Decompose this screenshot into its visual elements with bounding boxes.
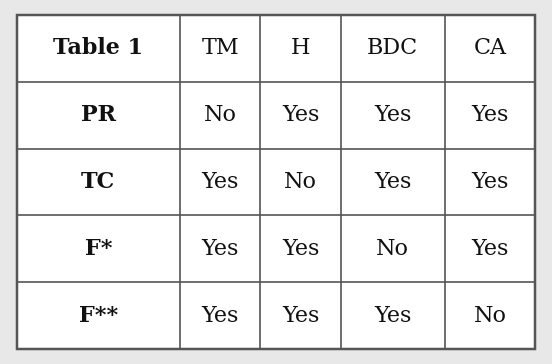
Bar: [261, 215, 341, 282]
Text: Yes: Yes: [201, 171, 239, 193]
Bar: [17, 149, 180, 215]
Bar: [341, 149, 444, 215]
Text: Yes: Yes: [374, 171, 411, 193]
Bar: [180, 82, 261, 149]
Text: Yes: Yes: [282, 238, 320, 260]
Text: CA: CA: [474, 37, 507, 59]
Text: Yes: Yes: [471, 171, 509, 193]
Text: Yes: Yes: [374, 305, 411, 327]
Bar: [261, 82, 341, 149]
Bar: [444, 149, 535, 215]
Bar: [180, 15, 261, 82]
Text: Yes: Yes: [374, 104, 411, 126]
Bar: [261, 15, 341, 82]
Text: Yes: Yes: [471, 238, 509, 260]
Text: F**: F**: [78, 305, 118, 327]
Bar: [180, 282, 261, 349]
Bar: [444, 282, 535, 349]
Bar: [261, 149, 341, 215]
Bar: [180, 215, 261, 282]
Text: PR: PR: [81, 104, 116, 126]
Bar: [444, 215, 535, 282]
Bar: [17, 15, 180, 82]
Bar: [341, 15, 444, 82]
Text: Table 1: Table 1: [53, 37, 144, 59]
Text: Yes: Yes: [201, 238, 239, 260]
Bar: [17, 215, 180, 282]
Bar: [444, 82, 535, 149]
Text: No: No: [474, 305, 507, 327]
Text: BDC: BDC: [367, 37, 418, 59]
Bar: [444, 15, 535, 82]
Text: No: No: [204, 104, 237, 126]
Bar: [341, 215, 444, 282]
Text: H: H: [291, 37, 310, 59]
Text: No: No: [284, 171, 317, 193]
Text: F*: F*: [84, 238, 112, 260]
Bar: [341, 82, 444, 149]
Text: Yes: Yes: [282, 104, 320, 126]
Text: TC: TC: [81, 171, 115, 193]
Text: Yes: Yes: [282, 305, 320, 327]
Bar: [17, 82, 180, 149]
Text: Yes: Yes: [471, 104, 509, 126]
Text: TM: TM: [201, 37, 239, 59]
Text: Yes: Yes: [201, 305, 239, 327]
Bar: [180, 149, 261, 215]
Bar: [341, 282, 444, 349]
Bar: [17, 282, 180, 349]
Text: No: No: [376, 238, 409, 260]
Bar: [261, 282, 341, 349]
